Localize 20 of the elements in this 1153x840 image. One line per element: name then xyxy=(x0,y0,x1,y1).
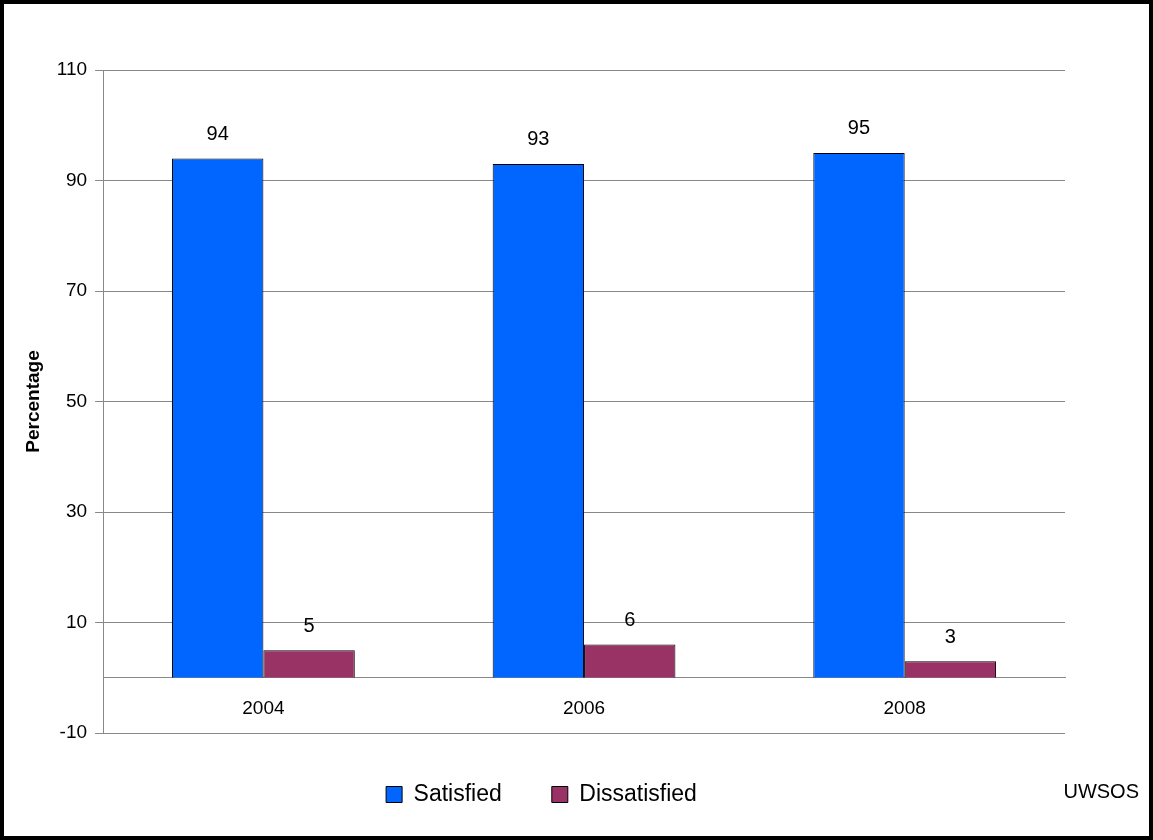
data-label: 94 xyxy=(206,121,229,144)
data-label: 6 xyxy=(624,608,636,631)
y-tick-label: 50 xyxy=(65,389,88,411)
x-tick-label: 2004 xyxy=(242,697,285,719)
y-tick-label: 10 xyxy=(65,610,88,632)
data-label: 5 xyxy=(303,613,315,636)
text: UWSOS xyxy=(1063,779,1139,802)
y-tick-label: 70 xyxy=(65,279,88,301)
x-tick-label: 2006 xyxy=(562,697,606,719)
legend-label: Dissatisfied xyxy=(579,779,697,806)
y-tick-label: 90 xyxy=(65,168,88,190)
data-label: 93 xyxy=(527,127,550,150)
y-axis-title: Percentage xyxy=(21,350,43,453)
y-tick-label: 110 xyxy=(56,58,88,80)
y-tick-label: 30 xyxy=(65,500,88,522)
x-tick-label: 2008 xyxy=(883,697,926,719)
data-label: 3 xyxy=(944,624,956,647)
y-tick-label: -10 xyxy=(59,721,88,743)
legend-label: Satisfied xyxy=(413,779,502,806)
data-label: 95 xyxy=(847,116,871,139)
